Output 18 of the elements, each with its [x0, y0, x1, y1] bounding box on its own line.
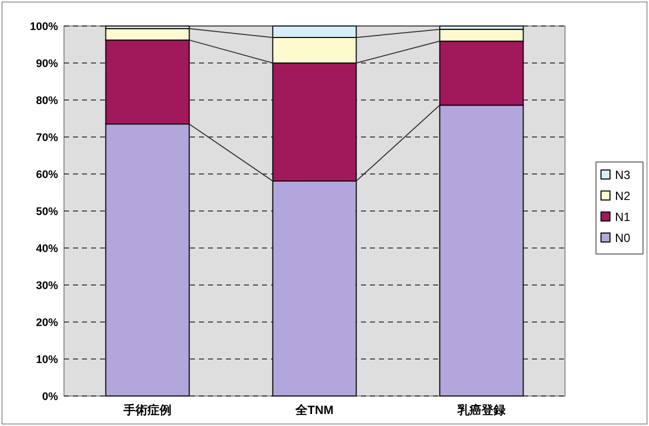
y-tick-label: 20% — [36, 316, 58, 329]
legend-label: N0 — [615, 231, 631, 246]
legend-label: N1 — [615, 210, 631, 224]
legend-label: N2 — [615, 189, 631, 204]
x-tick-label: 手術症例 — [122, 403, 172, 417]
y-tick-label: 50% — [36, 206, 58, 218]
y-tick-label: 70% — [36, 132, 58, 144]
legend-label: N3 — [615, 168, 631, 182]
y-tick-label: 100% — [30, 20, 58, 33]
y-tick-label: 40% — [36, 242, 58, 255]
x-tick-label: 乳癌登録 — [456, 403, 506, 417]
y-tick-label: 30% — [36, 280, 58, 292]
y-tick-label: 60% — [36, 168, 58, 181]
y-tick-label: 80% — [36, 94, 58, 107]
x-tick-label: 全TNM — [294, 403, 334, 417]
y-tick-label: 10% — [36, 354, 58, 366]
y-tick-label: 90% — [36, 58, 58, 70]
y-tick-label: 0% — [42, 390, 58, 403]
